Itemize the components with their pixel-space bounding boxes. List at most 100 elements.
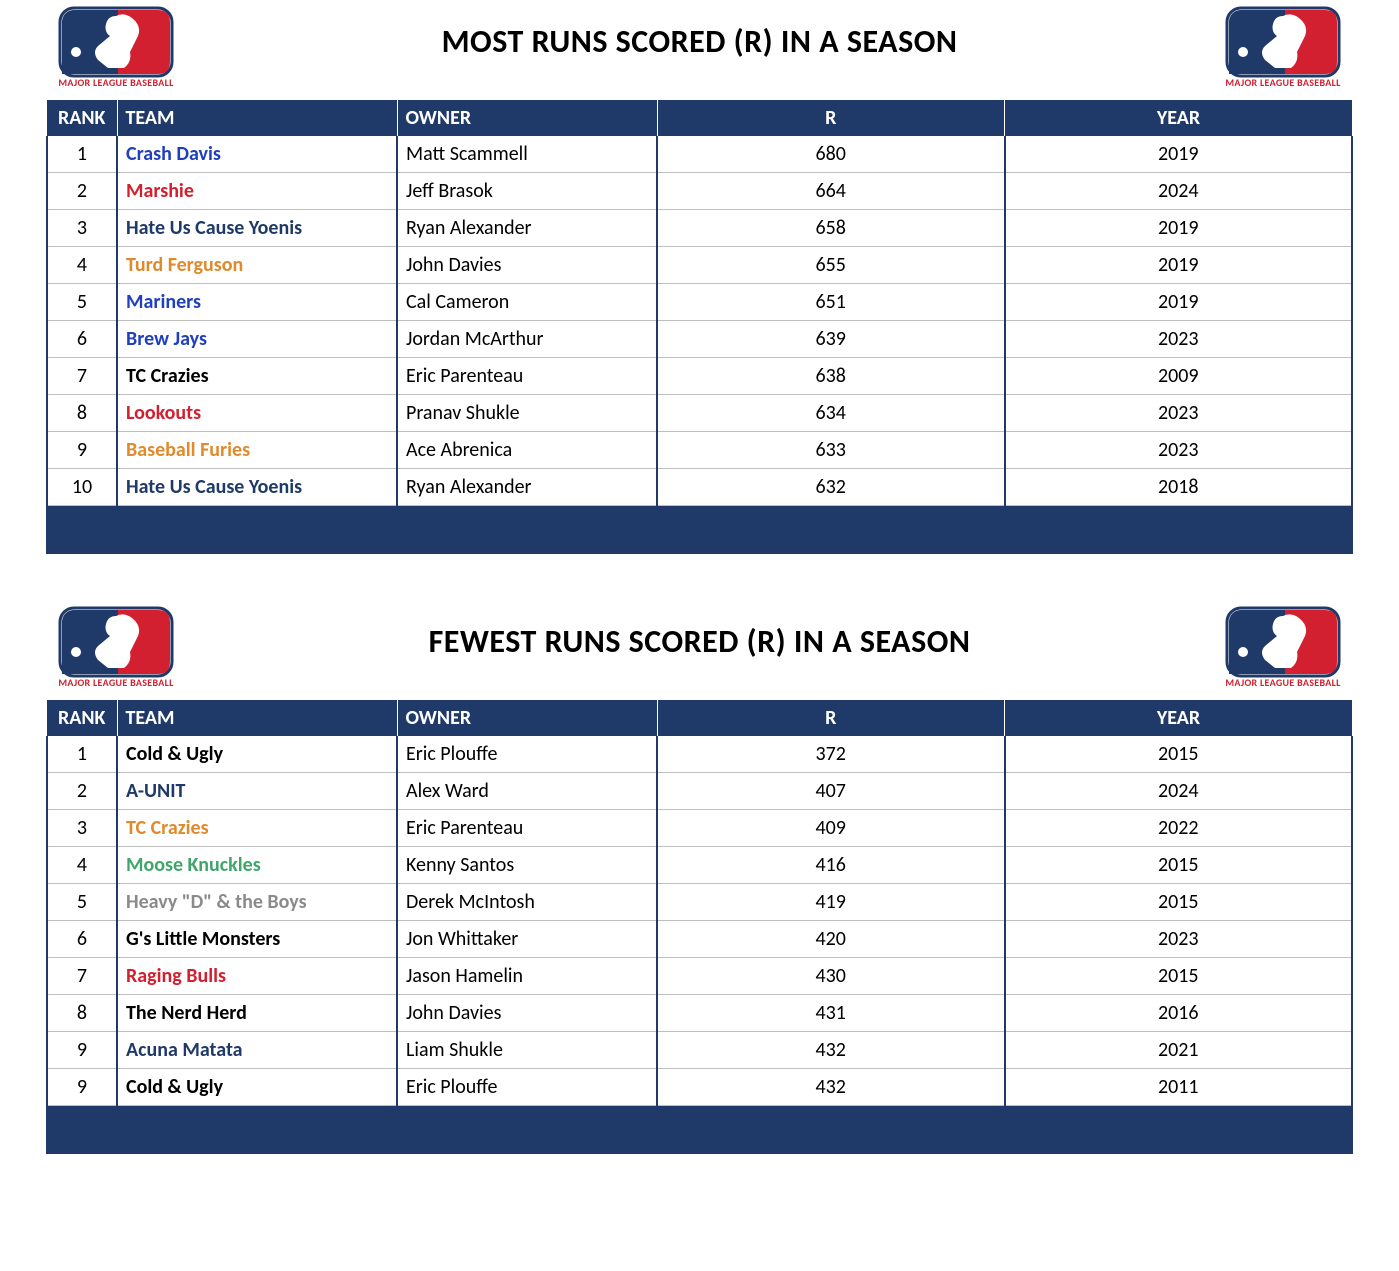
- table-row: 9 Acuna Matata Liam Shukle 432 2021: [47, 1032, 1352, 1069]
- year-cell: 2023: [1005, 321, 1353, 358]
- team-cell: G's Little Monsters: [117, 921, 397, 958]
- col-header-owner: OWNER: [397, 100, 657, 136]
- owner-cell: Eric Plouffe: [397, 736, 657, 773]
- rank-cell: 3: [47, 810, 117, 847]
- stat-cell: 655: [657, 247, 1005, 284]
- stat-cell: 651: [657, 284, 1005, 321]
- rank-cell: 8: [47, 995, 117, 1032]
- rank-cell: 6: [47, 321, 117, 358]
- owner-cell: Jordan McArthur: [397, 321, 657, 358]
- team-cell: Moose Knuckles: [117, 847, 397, 884]
- table-wrap: RANK TEAM OWNER R YEAR 1 Cold & Ugly Eri…: [46, 700, 1353, 1106]
- logo-caption: MAJOR LEAGUE BASEBALL: [1223, 76, 1343, 89]
- stat-cell: 407: [657, 773, 1005, 810]
- stat-cell: 431: [657, 995, 1005, 1032]
- table-row: 10 Hate Us Cause Yoenis Ryan Alexander 6…: [47, 469, 1352, 506]
- year-cell: 2018: [1005, 469, 1353, 506]
- team-cell: Brew Jays: [117, 321, 397, 358]
- rank-cell: 3: [47, 210, 117, 247]
- section-header: MAJOR LEAGUE BASEBALL MOST RUNS SCORED (…: [0, 0, 1399, 100]
- table-row: 1 Cold & Ugly Eric Plouffe 372 2015: [47, 736, 1352, 773]
- year-cell: 2019: [1005, 136, 1353, 173]
- rank-cell: 9: [47, 1032, 117, 1069]
- col-header-stat: R: [657, 100, 1005, 136]
- team-cell: Heavy "D" & the Boys: [117, 884, 397, 921]
- mlb-logo-right: MAJOR LEAGUE BASEBALL: [1223, 6, 1343, 96]
- year-cell: 2009: [1005, 358, 1353, 395]
- rank-cell: 1: [47, 136, 117, 173]
- mlb-logo-right: MAJOR LEAGUE BASEBALL: [1223, 606, 1343, 696]
- stat-cell: 432: [657, 1032, 1005, 1069]
- rank-cell: 5: [47, 884, 117, 921]
- team-cell: Raging Bulls: [117, 958, 397, 995]
- rank-cell: 2: [47, 173, 117, 210]
- year-cell: 2011: [1005, 1069, 1353, 1106]
- team-cell: Mariners: [117, 284, 397, 321]
- year-cell: 2021: [1005, 1032, 1353, 1069]
- team-cell: Cold & Ugly: [117, 1069, 397, 1106]
- stat-cell: 409: [657, 810, 1005, 847]
- year-cell: 2023: [1005, 395, 1353, 432]
- logo-caption: MAJOR LEAGUE BASEBALL: [1223, 676, 1343, 689]
- team-cell: Baseball Furies: [117, 432, 397, 469]
- team-cell: Acuna Matata: [117, 1032, 397, 1069]
- owner-cell: Matt Scammell: [397, 136, 657, 173]
- table-wrap: RANK TEAM OWNER R YEAR 1 Crash Davis Mat…: [46, 100, 1353, 506]
- stat-cell: 432: [657, 1069, 1005, 1106]
- table-row: 8 Lookouts Pranav Shukle 634 2023: [47, 395, 1352, 432]
- table-row: 6 G's Little Monsters Jon Whittaker 420 …: [47, 921, 1352, 958]
- stat-cell: 430: [657, 958, 1005, 995]
- year-cell: 2024: [1005, 773, 1353, 810]
- mlb-logo-left: MAJOR LEAGUE BASEBALL: [56, 6, 176, 96]
- rank-cell: 8: [47, 395, 117, 432]
- col-header-stat: R: [657, 700, 1005, 736]
- table-row: 3 Hate Us Cause Yoenis Ryan Alexander 65…: [47, 210, 1352, 247]
- col-header-team: TEAM: [117, 700, 397, 736]
- table-row: 5 Heavy "D" & the Boys Derek McIntosh 41…: [47, 884, 1352, 921]
- owner-cell: Alex Ward: [397, 773, 657, 810]
- records-section: MAJOR LEAGUE BASEBALL FEWEST RUNS SCORED…: [0, 600, 1399, 1154]
- stat-cell: 680: [657, 136, 1005, 173]
- stat-cell: 419: [657, 884, 1005, 921]
- section-footer-bar: [46, 1106, 1353, 1154]
- team-cell: Hate Us Cause Yoenis: [117, 469, 397, 506]
- owner-cell: Eric Parenteau: [397, 810, 657, 847]
- rank-cell: 7: [47, 358, 117, 395]
- owner-cell: Ace Abrenica: [397, 432, 657, 469]
- owner-cell: Eric Plouffe: [397, 1069, 657, 1106]
- rank-cell: 1: [47, 736, 117, 773]
- rank-cell: 5: [47, 284, 117, 321]
- records-table: RANK TEAM OWNER R YEAR 1 Cold & Ugly Eri…: [46, 700, 1353, 1106]
- year-cell: 2023: [1005, 921, 1353, 958]
- col-header-year: YEAR: [1005, 100, 1353, 136]
- table-row: 9 Cold & Ugly Eric Plouffe 432 2011: [47, 1069, 1352, 1106]
- rank-cell: 7: [47, 958, 117, 995]
- col-header-rank: RANK: [47, 100, 117, 136]
- col-header-year: YEAR: [1005, 700, 1353, 736]
- stat-cell: 639: [657, 321, 1005, 358]
- team-cell: Turd Ferguson: [117, 247, 397, 284]
- year-cell: 2015: [1005, 736, 1353, 773]
- table-row: 2 Marshie Jeff Brasok 664 2024: [47, 173, 1352, 210]
- stat-cell: 420: [657, 921, 1005, 958]
- team-cell: Lookouts: [117, 395, 397, 432]
- mlb-logo-left: MAJOR LEAGUE BASEBALL: [56, 606, 176, 696]
- team-cell: Marshie: [117, 173, 397, 210]
- team-cell: Hate Us Cause Yoenis: [117, 210, 397, 247]
- owner-cell: Ryan Alexander: [397, 210, 657, 247]
- team-cell: The Nerd Herd: [117, 995, 397, 1032]
- col-header-owner: OWNER: [397, 700, 657, 736]
- year-cell: 2019: [1005, 210, 1353, 247]
- rank-cell: 10: [47, 469, 117, 506]
- rank-cell: 9: [47, 1069, 117, 1106]
- stat-cell: 416: [657, 847, 1005, 884]
- table-row: 7 TC Crazies Eric Parenteau 638 2009: [47, 358, 1352, 395]
- rank-cell: 2: [47, 773, 117, 810]
- year-cell: 2019: [1005, 284, 1353, 321]
- section-title: FEWEST RUNS SCORED (R) IN A SEASON: [0, 600, 1399, 661]
- col-header-rank: RANK: [47, 700, 117, 736]
- mlb-logo-icon: [58, 606, 174, 678]
- rank-cell: 4: [47, 847, 117, 884]
- owner-cell: Jon Whittaker: [397, 921, 657, 958]
- team-cell: Crash Davis: [117, 136, 397, 173]
